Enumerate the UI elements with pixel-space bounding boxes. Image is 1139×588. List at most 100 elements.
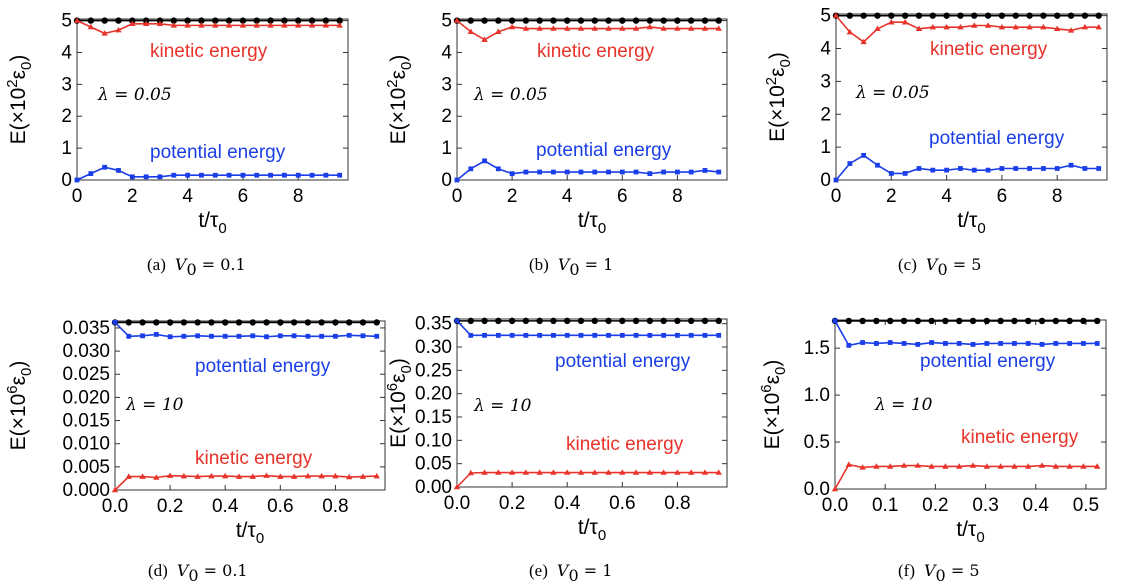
data-point: [619, 169, 625, 175]
data-point: [129, 174, 135, 180]
data-point: [345, 473, 353, 480]
y-tick-label: 0.35: [415, 314, 452, 335]
data-point: [846, 12, 854, 19]
x-tick-label: 0.2: [499, 493, 525, 514]
series-line: [834, 463, 1098, 490]
data-point: [687, 469, 695, 475]
data-point: [942, 463, 949, 469]
series-total-energy: [832, 12, 1102, 19]
data-point: [522, 317, 530, 325]
data-point: [888, 19, 895, 25]
data-point: [139, 473, 146, 479]
data-point: [305, 333, 311, 339]
data-point: [928, 463, 935, 469]
y-tick-label: 0.025: [62, 364, 110, 385]
series-total-energy: [111, 319, 380, 326]
x-axis-label-sub: 0: [977, 220, 985, 237]
data-point: [308, 17, 316, 24]
data-point: [944, 167, 950, 173]
data-point: [208, 472, 215, 479]
data-point: [268, 172, 273, 178]
data-point: [277, 333, 283, 339]
data-point: [606, 332, 611, 338]
x-tick-label: 0: [72, 186, 83, 207]
lambda-annotation: λ = 0.05: [855, 83, 930, 103]
data-point: [166, 319, 174, 326]
data-point: [969, 462, 977, 468]
data-point: [277, 473, 284, 479]
data-point: [536, 317, 543, 325]
y-tick-label: 4: [441, 42, 452, 63]
data-point: [632, 17, 640, 24]
y-tick-label: 3: [441, 74, 452, 95]
data-point: [281, 17, 288, 24]
data-point: [1026, 12, 1033, 19]
data-point: [522, 469, 530, 475]
plot-frame: [835, 13, 1108, 181]
data-point: [1080, 463, 1087, 469]
data-point: [1066, 463, 1073, 469]
caption-label: (d): [148, 561, 168, 580]
data-point: [957, 23, 964, 30]
x-axis-label: t/τ0: [198, 209, 226, 237]
data-point: [874, 12, 881, 19]
y-axis-label: E(×102ε0): [384, 55, 415, 145]
x-tick-label: 0.6: [267, 496, 293, 517]
data-point: [873, 317, 880, 325]
x-tick-label: 8: [293, 186, 304, 207]
x-tick-label: 0.4: [554, 493, 581, 514]
x-tick-label: 2: [886, 186, 897, 207]
data-point: [550, 469, 557, 475]
data-point: [481, 469, 488, 475]
data-point: [661, 169, 667, 175]
y-tick-label: 0.10: [415, 430, 452, 451]
x-axis-label-sub: 0: [598, 220, 606, 237]
data-point: [208, 319, 215, 326]
data-point: [1039, 342, 1045, 347]
data-point: [943, 12, 950, 19]
data-point: [212, 17, 219, 24]
caption-label: (b): [529, 255, 549, 274]
data-point: [1038, 462, 1046, 468]
caption-var: V: [558, 255, 571, 274]
caption-sub: 0: [186, 260, 196, 279]
x-tick-label: 2: [127, 186, 138, 207]
y-tick-label: 1: [441, 138, 452, 159]
data-point: [1038, 317, 1046, 325]
data-point: [481, 36, 488, 42]
x-axis-label-main: t/τ: [956, 518, 977, 541]
series-potential-energy: [454, 158, 722, 183]
series-annotation: potential energy: [555, 351, 691, 372]
data-point: [1095, 12, 1102, 19]
series-line: [114, 474, 377, 491]
data-point: [1081, 12, 1089, 19]
data-point: [374, 333, 380, 339]
y-axis-label-close: ): [387, 358, 410, 365]
caption-var: V: [177, 561, 190, 580]
data-point: [359, 473, 367, 479]
data-point: [1012, 341, 1017, 346]
series-annotation: potential energy: [195, 356, 331, 377]
data-point: [832, 12, 840, 18]
data-point: [715, 317, 722, 325]
data-point: [606, 169, 611, 175]
data-point: [1040, 12, 1047, 19]
data-point: [675, 169, 680, 175]
data-point: [564, 332, 570, 338]
y-axis-label-sub: 0: [772, 367, 789, 375]
x-tick-label: 0: [831, 186, 842, 207]
data-point: [295, 17, 302, 24]
caption-value: = 1: [579, 561, 613, 580]
y-tick-label: 4: [61, 42, 72, 63]
data-point: [482, 158, 487, 164]
data-point: [701, 469, 709, 475]
data-point: [674, 17, 681, 24]
data-point: [564, 469, 571, 475]
y-axis-label-main: E(×10: [7, 88, 30, 145]
series-line: [456, 471, 719, 488]
data-point: [550, 17, 557, 24]
data-point: [170, 17, 177, 24]
x-tick-label: 8: [1052, 186, 1063, 207]
data-point: [592, 169, 598, 175]
data-point: [984, 341, 990, 346]
